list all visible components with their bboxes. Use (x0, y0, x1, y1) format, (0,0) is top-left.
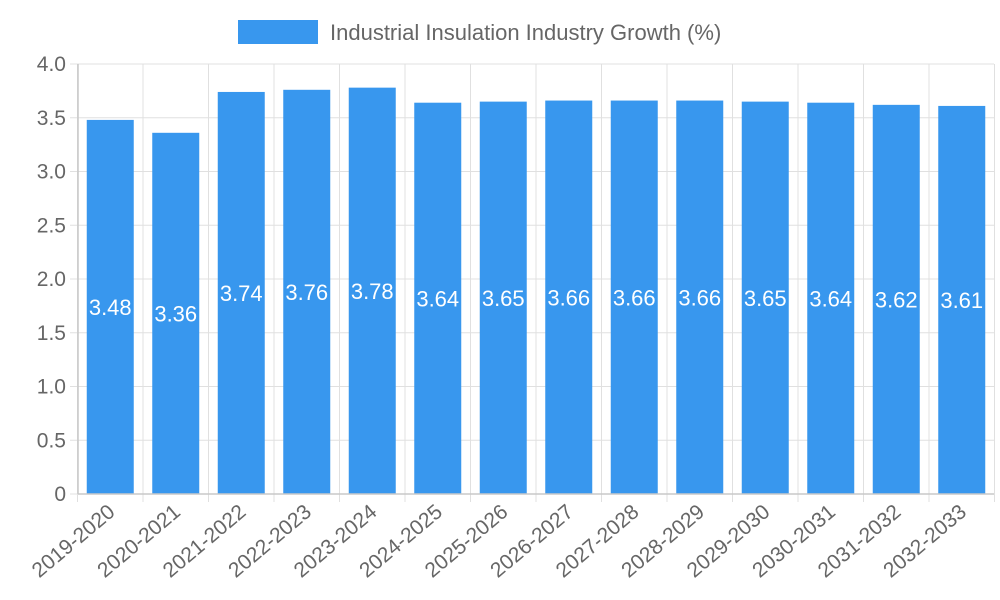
value-label: 3.62 (875, 287, 918, 312)
y-tick-label: 2.5 (37, 214, 66, 237)
value-label: 3.36 (154, 301, 197, 326)
legend-label: Industrial Insulation Industry Growth (%… (330, 20, 721, 45)
legend-swatch (238, 20, 318, 44)
y-tick-label: 0.5 (37, 429, 66, 452)
y-tick-label: 2.0 (37, 268, 66, 291)
bar-2019-2020[interactable] (86, 119, 134, 495)
bar-2025-2026[interactable] (479, 101, 527, 494)
value-label: 3.78 (351, 279, 394, 304)
y-tick-label: 1.0 (37, 376, 66, 399)
axes (77, 64, 994, 495)
bar-2020-2021[interactable] (152, 132, 200, 495)
value-label: 3.64 (809, 286, 852, 311)
y-tick-label: 3.5 (37, 107, 66, 130)
y-tick-label: 4.0 (37, 53, 66, 76)
bar-2021-2022[interactable] (217, 91, 265, 494)
bar-2032-2033[interactable] (938, 105, 986, 495)
bar-2023-2024[interactable] (348, 87, 396, 495)
grid-lines (70, 63, 995, 502)
value-label: 3.66 (547, 285, 590, 310)
value-label: 3.76 (285, 280, 328, 305)
bar-2030-2031[interactable] (807, 102, 855, 494)
legend[interactable]: Industrial Insulation Industry Growth (%… (238, 20, 721, 45)
bar-2031-2032[interactable] (872, 104, 920, 494)
bar-2028-2029[interactable] (676, 100, 724, 495)
value-label: 3.64 (416, 286, 459, 311)
y-tick-label: 1.5 (37, 322, 66, 345)
value-label: 3.65 (482, 286, 525, 311)
value-label: 3.66 (613, 285, 656, 310)
bars (86, 87, 986, 495)
y-tick-label: 3.0 (37, 161, 66, 184)
value-label: 3.65 (744, 286, 787, 311)
bar-2027-2028[interactable] (610, 100, 658, 495)
value-label: 3.74 (220, 281, 263, 306)
value-label: 3.66 (678, 285, 721, 310)
bar-2024-2025[interactable] (414, 102, 462, 494)
y-tick-label: 0 (54, 483, 66, 506)
bar-2029-2030[interactable] (741, 101, 789, 494)
value-label: 3.48 (89, 295, 132, 320)
y-tick-labels: 0 0.5 1.0 1.5 2.0 2.5 3.0 3.5 4.0 (37, 53, 66, 506)
bar-2022-2023[interactable] (283, 89, 331, 495)
x-tick-labels: 2019-20202020-20212021-20222022-20232023… (28, 500, 971, 582)
bar-2026-2027[interactable] (545, 100, 593, 495)
value-labels: 3.48 3.36 3.74 3.76 3.78 3.64 3.65 3.66 3.66 3.66… (89, 279, 983, 327)
value-label: 3.61 (940, 288, 983, 313)
